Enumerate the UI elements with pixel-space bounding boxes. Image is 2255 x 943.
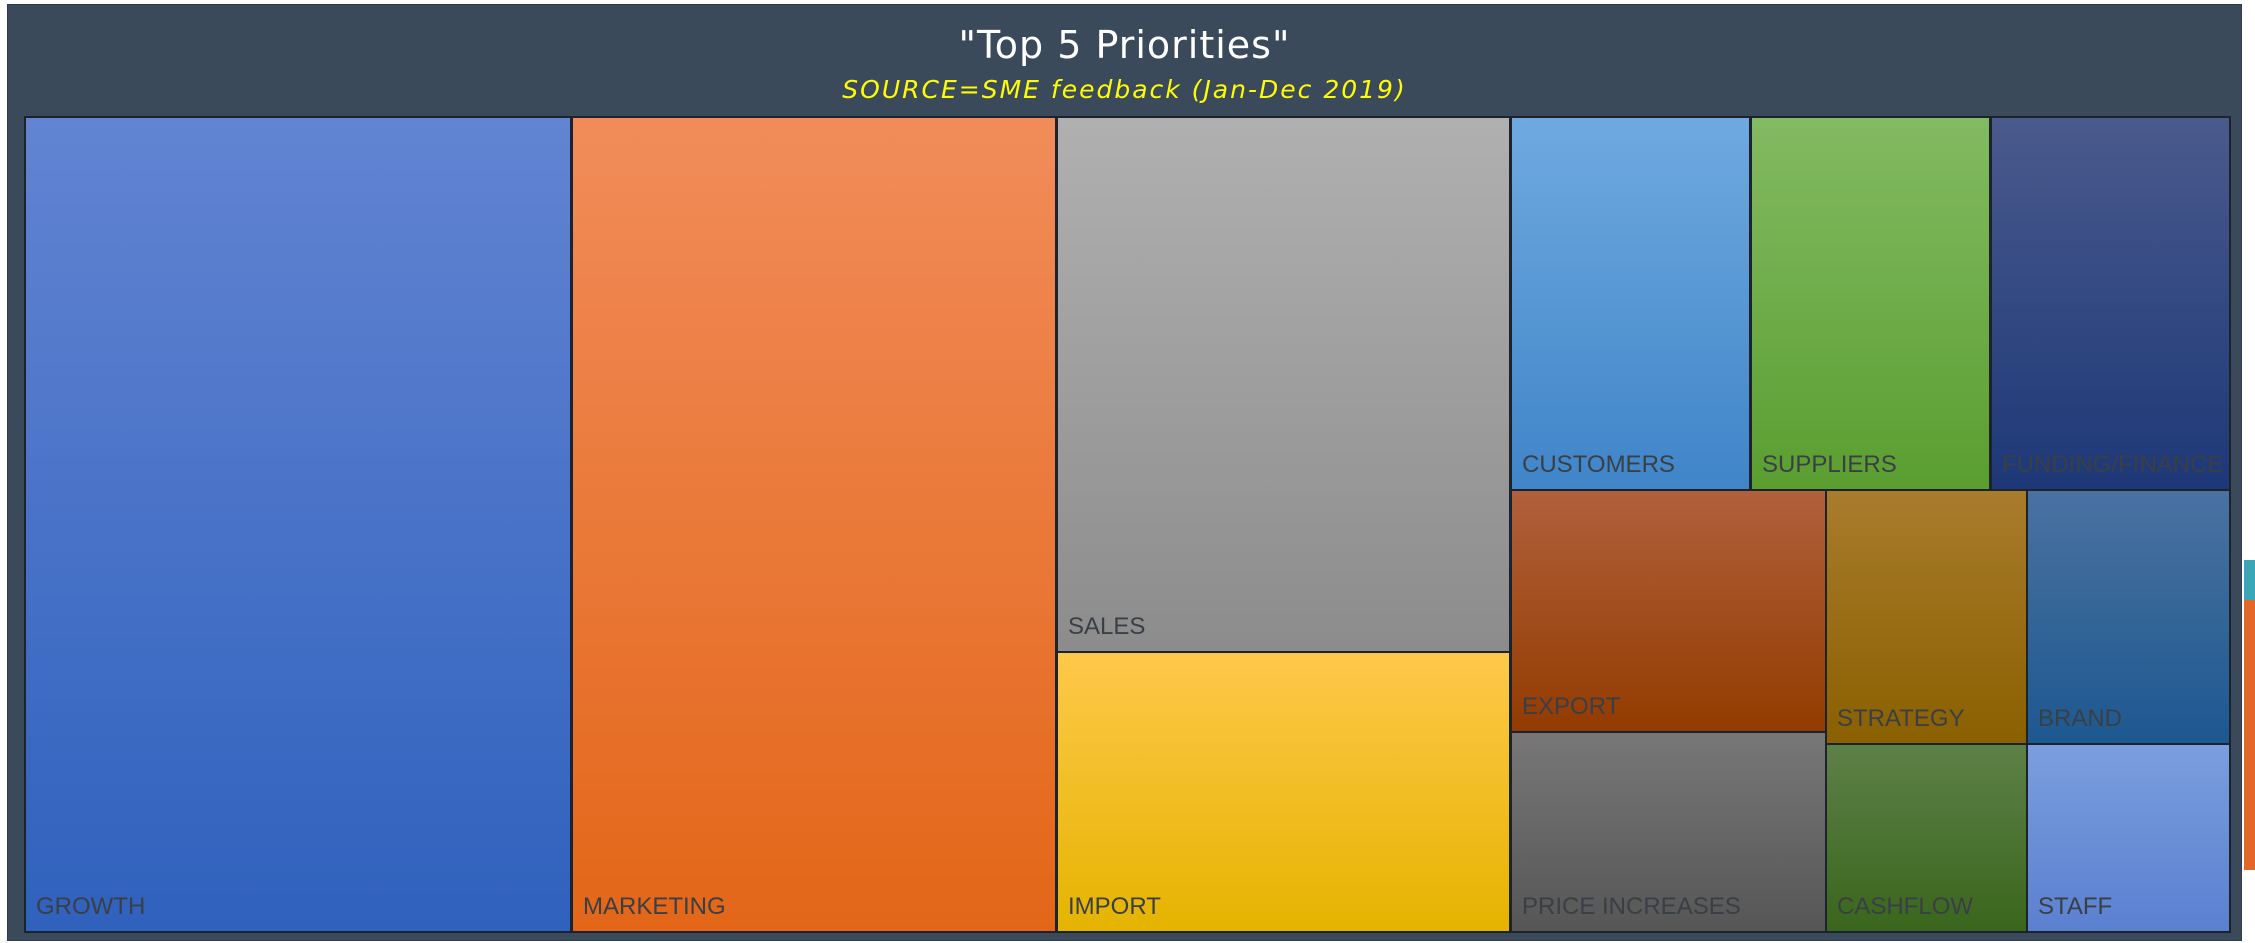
chart-title: "Top 5 Priorities" xyxy=(958,23,1291,67)
treemap-tile: MARKETING xyxy=(571,116,1057,933)
treemap-tile: STRATEGY xyxy=(1825,489,2028,745)
treemap-tile-label: PRICE INCREASES xyxy=(1522,893,1741,920)
treemap-tile: CUSTOMERS xyxy=(1510,116,1751,491)
treemap-tile-label: CUSTOMERS xyxy=(1522,451,1675,478)
side-decoration xyxy=(2244,600,2255,870)
treemap-tile: CASHFLOW xyxy=(1825,743,2028,933)
treemap-tile: STAFF xyxy=(2026,743,2231,933)
treemap-tile-label: CASHFLOW xyxy=(1837,893,1974,920)
treemap: GROWTH MARKETING SALES IMPORT CUSTOMERS SUPPL… xyxy=(24,116,2231,933)
treemap-tile-label: MARKETING xyxy=(583,893,726,920)
treemap-tile-label: SALES xyxy=(1068,613,1146,640)
treemap-tile: SALES xyxy=(1056,116,1511,653)
treemap-tile-label: SUPPLIERS xyxy=(1762,451,1897,478)
treemap-tile-label: FUNDING/FINANCE xyxy=(2002,451,2224,478)
side-decoration xyxy=(2244,560,2255,600)
treemap-tile-label: BRAND xyxy=(2038,705,2123,732)
treemap-tile-label: STRATEGY xyxy=(1837,705,1965,732)
treemap-tile-label: STAFF xyxy=(2038,893,2113,920)
treemap-tile: EXPORT xyxy=(1510,489,1827,733)
treemap-tile-label: EXPORT xyxy=(1522,693,1621,720)
treemap-tile: PRICE INCREASES xyxy=(1510,731,1827,933)
treemap-tile-label: GROWTH xyxy=(36,893,146,920)
treemap-tile-label: IMPORT xyxy=(1068,893,1161,920)
treemap-tile: SUPPLIERS xyxy=(1750,116,1991,491)
chart-subtitle: SOURCE=SME feedback (Jan-Dec 2019) xyxy=(842,75,1407,104)
treemap-tile: BRAND xyxy=(2026,489,2231,745)
treemap-tile: IMPORT xyxy=(1056,651,1511,933)
treemap-tile: FUNDING/FINANCE xyxy=(1990,116,2231,491)
treemap-tile: GROWTH xyxy=(24,116,572,933)
